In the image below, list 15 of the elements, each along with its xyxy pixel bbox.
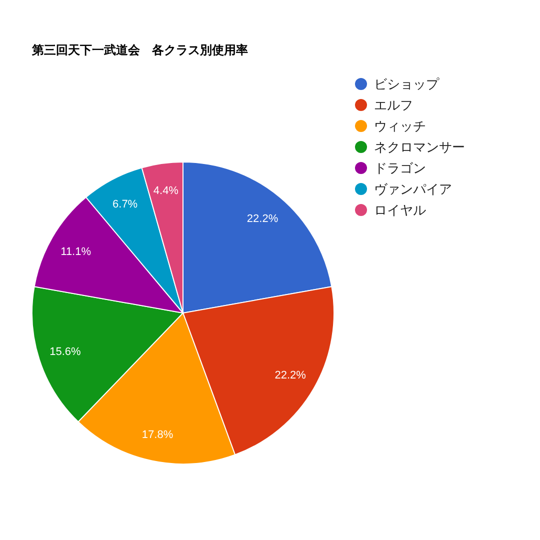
data-label: 11.1% [60, 246, 92, 258]
data-label: 22.2% [274, 370, 306, 382]
legend-label: エルフ [374, 98, 413, 113]
legend-label: ビショップ [374, 76, 440, 92]
data-label: 17.8% [142, 429, 174, 442]
legend-label: ウィッチ [374, 118, 426, 134]
legend-label: ネクロマンサー [374, 140, 465, 155]
data-label: 15.6% [50, 346, 82, 358]
chart-title: 第三回天下一武道会 各クラス別使用率 [31, 43, 248, 57]
legend-label: ドラゴン [374, 160, 426, 176]
data-label: 6.7% [112, 198, 138, 210]
data-label: 22.2% [246, 212, 278, 225]
legend-label: ロイヤル [374, 202, 426, 218]
legend-label: ヴァンパイア [374, 182, 452, 197]
data-label: 4.4% [153, 185, 179, 198]
